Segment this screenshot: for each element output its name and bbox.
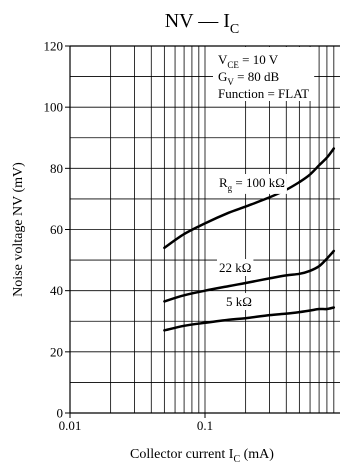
- y-axis-label: Noise voltage NV (mV): [11, 162, 26, 297]
- y-tick-label: 20: [50, 344, 63, 359]
- chart-title: NV — IC: [165, 10, 240, 37]
- x-axis-label: Collector current IC (mA): [130, 447, 274, 465]
- condition-text-3: Function = FLAT: [218, 86, 309, 101]
- series-label-3: 5 kΩ: [226, 294, 252, 309]
- condition-text-1: VCE = 10 V: [218, 52, 279, 70]
- series-line-1: [163, 147, 336, 250]
- condition-text-2: GV = 80 dB: [218, 69, 279, 87]
- y-tick-label: 120: [44, 39, 64, 54]
- series-label-backing: [217, 259, 254, 276]
- y-tick-label: 0: [57, 406, 64, 421]
- series-label-2: 22 kΩ: [219, 260, 251, 275]
- plot-grid: [70, 46, 340, 413]
- conditions-box: [213, 47, 315, 101]
- y-tick-label: 40: [50, 283, 63, 298]
- plot-axes: 0 20 40 60 80 100 120 0.01 0.1: [44, 39, 340, 433]
- y-tick-label: 80: [50, 161, 63, 176]
- series-line-3: [163, 306, 336, 332]
- chart-labels: Rg = 100 kΩ 22 kΩ 5 kΩ VCE = 10 VGV = 80 dB…: [11, 10, 315, 465]
- series-label-backing: [224, 293, 254, 310]
- x-tick-label: 0.01: [59, 418, 82, 433]
- series-line-2: [163, 249, 336, 303]
- x-tick-label: 0.1: [197, 418, 213, 433]
- y-tick-label: 60: [50, 222, 63, 237]
- series-label-backing: [217, 174, 287, 194]
- series-label-1: Rg = 100 kΩ: [219, 175, 285, 193]
- y-tick-label: 100: [44, 100, 64, 115]
